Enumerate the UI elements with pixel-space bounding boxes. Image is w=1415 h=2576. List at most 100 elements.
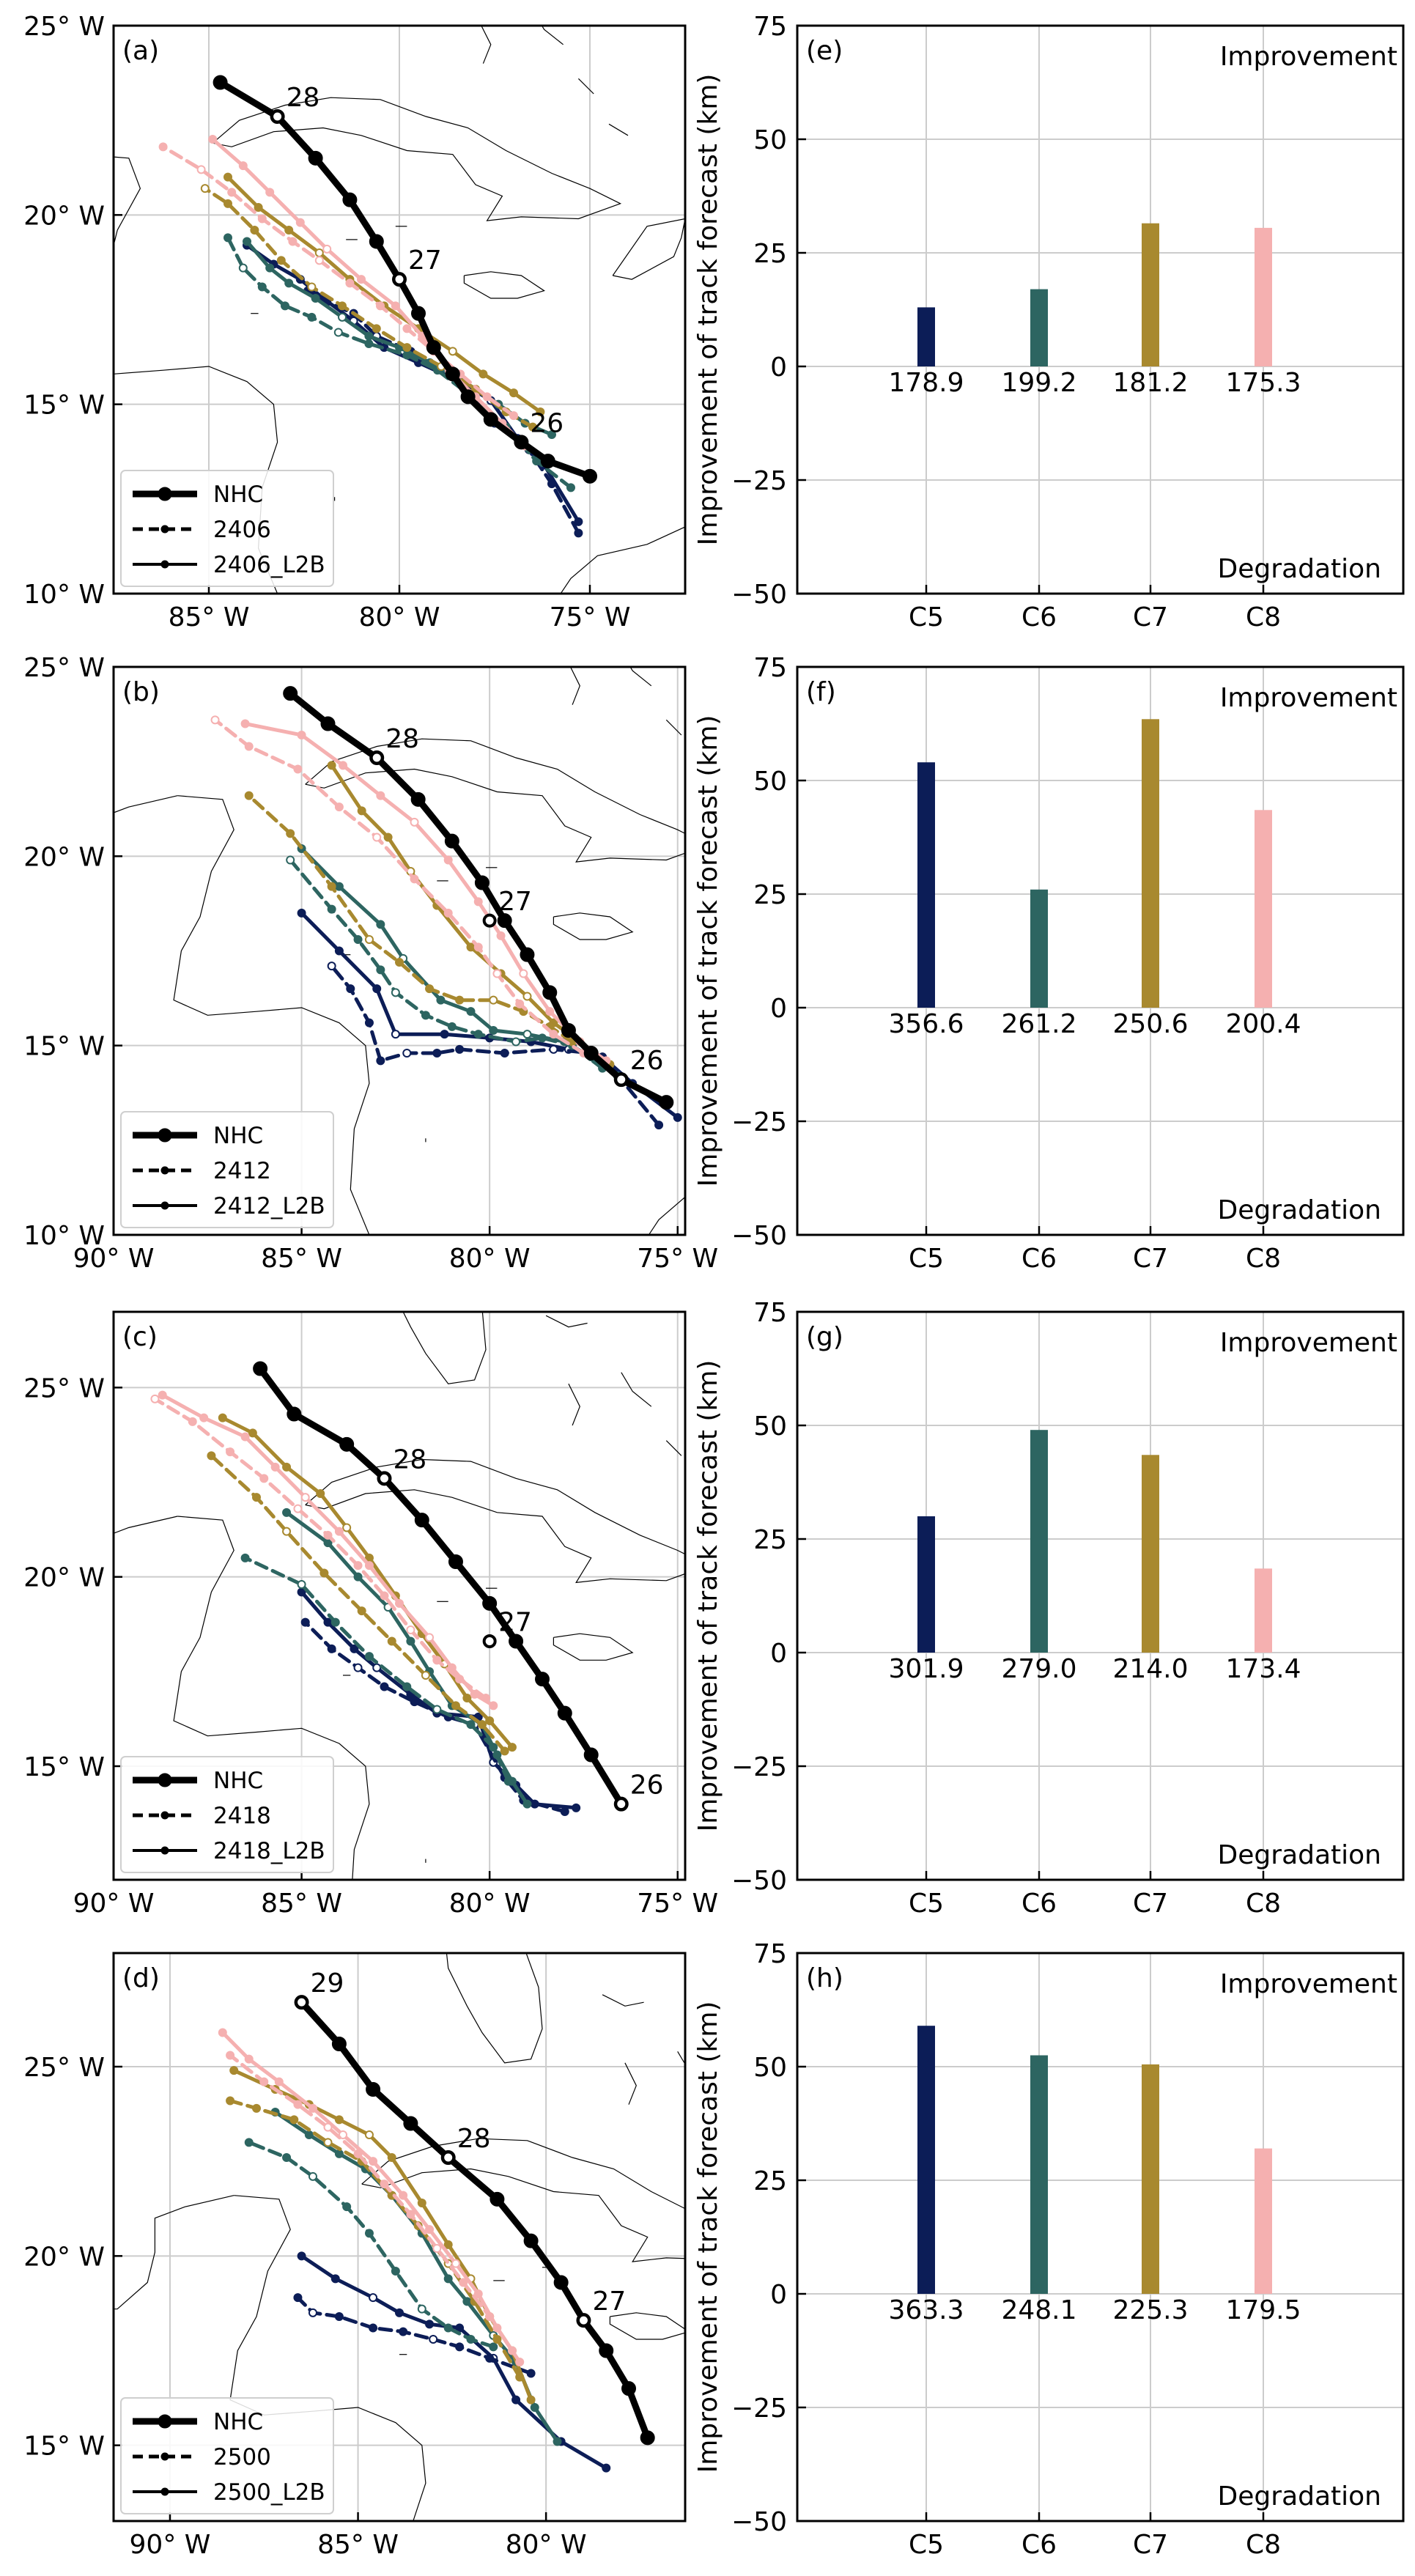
track-point: [440, 1030, 449, 1039]
track-point: [376, 920, 385, 929]
track-point: [547, 430, 556, 439]
track-point: [308, 2103, 317, 2113]
track-point: [304, 2130, 314, 2139]
track-point: [353, 2149, 363, 2158]
track-point: [293, 2100, 303, 2109]
track-point: [489, 1026, 498, 1035]
track-point: [507, 2346, 517, 2355]
track-point: [223, 233, 232, 243]
panel-label: (d): [122, 1963, 160, 1993]
track-point: [421, 1671, 430, 1680]
nhc-track-point: [583, 468, 597, 484]
track-point: [421, 1011, 430, 1020]
track-point: [314, 256, 324, 265]
track-point: [364, 2130, 374, 2139]
nhc-track-point: [659, 1095, 674, 1110]
y-tick-label: 25° W: [23, 12, 105, 42]
bar-value-label: 179.5: [1225, 2295, 1301, 2325]
track-c6-dashed: [243, 1556, 511, 1784]
track-point: [526, 2395, 536, 2405]
coastline-path: [602, 1994, 644, 2007]
track-point: [346, 984, 355, 994]
x-tick-label: 85° W: [169, 602, 250, 632]
nhc-track-point: [213, 75, 228, 90]
track-point: [259, 2077, 269, 2086]
y-axis-title: Improvement of track forecast (km): [693, 1360, 723, 1832]
nhc-track-point: [497, 913, 512, 929]
coastline-path: [677, 2051, 685, 2065]
map-frame: [112, 1952, 687, 2523]
coastline-path: [361, 2138, 685, 2262]
track-c8-solid: [221, 2031, 522, 2364]
track-point: [432, 1049, 442, 1058]
track-point: [466, 2335, 476, 2344]
nhc-track-line: [257, 1366, 624, 1806]
track-point: [425, 1633, 435, 1642]
x-tick-label: 75° W: [637, 1244, 718, 1274]
map-plot-area: [114, 0, 685, 594]
x-tick-label: 90° W: [73, 1244, 155, 1274]
coastline-path: [173, 1516, 370, 1880]
track-point: [572, 1803, 581, 1812]
map-plot-area: [114, 1953, 829, 2521]
bar-value-label: 356.6: [888, 1009, 964, 1039]
coastline-path: [114, 1516, 178, 1534]
track-point: [207, 1451, 216, 1461]
track-point: [473, 2289, 483, 2298]
track-point: [391, 1030, 400, 1039]
bar-c5: [917, 2026, 935, 2294]
track-point: [227, 188, 237, 197]
x-tick-label: 85° W: [261, 1889, 342, 1919]
bar-c7: [1142, 719, 1159, 1008]
y-tick-label: 50: [753, 767, 787, 797]
track-c6-solid: [273, 2110, 559, 2443]
track-point: [369, 2323, 378, 2333]
track-point: [395, 958, 404, 967]
legend-marker: [158, 2414, 172, 2429]
legend-label: 2500: [213, 2444, 271, 2470]
x-tick-label: 90° W: [73, 1889, 155, 1919]
y-tick-label: 25: [753, 880, 787, 910]
track-point: [353, 1572, 363, 1582]
track-point: [226, 2051, 235, 2060]
coastline-path: [757, 2260, 829, 2321]
nhc-track-point: [339, 1436, 355, 1452]
x-tick-label: C7: [1133, 1244, 1168, 1274]
track-point: [369, 2157, 378, 2166]
track-point: [443, 908, 453, 918]
track-point: [496, 931, 506, 940]
track-point: [369, 2293, 378, 2303]
coastline-path: [568, 1383, 580, 1426]
day-label: 28: [385, 724, 419, 754]
track-point: [218, 1413, 227, 1422]
legend-label: 2406_L2B: [213, 552, 325, 578]
day-label: 28: [457, 2124, 491, 2154]
bar-panel-g: 301.9 279.0 214.0 173.4 75 50 25 0 −25 −50 C5 C6 C7 C…: [693, 1298, 1405, 1919]
y-tick-label: 20° W: [23, 842, 105, 872]
track-point: [507, 1743, 517, 1752]
nhc-track-line: [299, 2000, 651, 2439]
y-tick-label: −25: [731, 1752, 787, 1782]
y-tick-label: 0: [770, 353, 787, 383]
track-point: [281, 301, 289, 311]
coastline-path: [665, 1440, 682, 1456]
nhc-track-point: [283, 686, 298, 701]
coastline-path: [612, 218, 685, 280]
coastline-path: [621, 1372, 652, 1407]
track-point: [553, 2437, 562, 2446]
track-c7-solid: [226, 175, 542, 414]
track-point: [229, 2066, 239, 2075]
nhc-day-marker: [369, 750, 384, 765]
track-point: [410, 817, 419, 827]
y-tick-label: 75: [753, 653, 787, 683]
y-tick-label: −50: [731, 1221, 787, 1251]
track-point: [549, 1030, 558, 1039]
track-point: [218, 2028, 227, 2037]
track-point: [314, 248, 324, 257]
coastline-path: [235, 0, 395, 22]
nhc-track-point: [253, 1361, 268, 1376]
y-tick-label: 25° W: [23, 653, 105, 683]
track-point: [519, 969, 528, 978]
track-point: [372, 324, 381, 333]
track-point: [485, 2312, 495, 2321]
